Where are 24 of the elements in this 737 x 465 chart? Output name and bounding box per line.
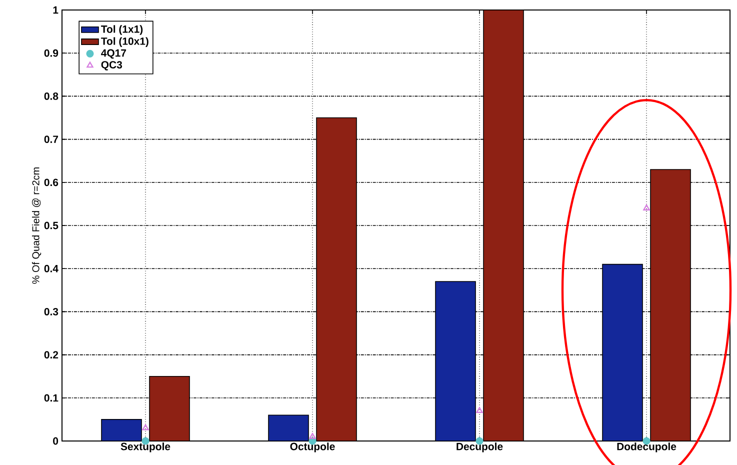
legend-label: QC3 [101,61,122,70]
point [142,424,149,430]
point [643,204,650,210]
y-tick-label: 0 [53,437,58,445]
x-tick-label: Octupole [290,442,335,452]
point [309,432,316,439]
point [476,407,483,414]
x-tick-label: Sextupole [120,442,170,452]
y-tick-label: 0.5 [44,222,58,230]
legend-label: Tol (10x1) [101,37,148,47]
y-tick-label: 0.6 [44,178,58,186]
y-tick-label: 0.9 [44,49,58,57]
x-tick-label: Dodecupole [617,442,676,452]
legend-label: 4Q17 [101,49,126,59]
y-tick-label: 0.2 [44,351,58,359]
y-tick-label: 0.8 [44,92,58,100]
x-tick-label: Decupole [456,442,503,452]
y-tick-label: 0.7 [44,136,58,144]
y-axis-title: % Of Quad Field @ r=2cm [32,168,42,284]
y-tick-label: 0.3 [44,308,58,316]
y-tick-label: 0.4 [44,264,58,272]
y-tick-label: 0.1 [44,394,58,402]
legend-label: Tol (1x1) [101,25,143,35]
y-tick-label: 1 [53,6,58,14]
